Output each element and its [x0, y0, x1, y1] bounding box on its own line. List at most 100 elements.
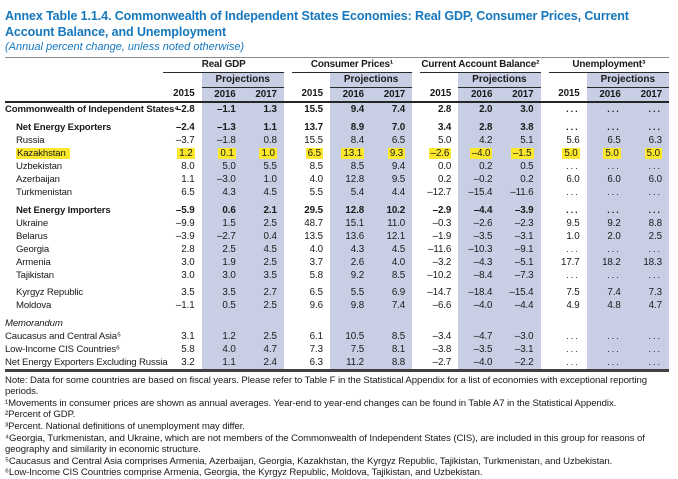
value-cell: 9.6: [309, 299, 323, 311]
spacer-cell: [586, 198, 628, 204]
gap-cell: [412, 146, 421, 160]
row-label: Low-Income CIS Countries⁶: [5, 343, 120, 355]
value-cell: –4.0: [458, 146, 500, 160]
value-cell: 15.1: [329, 216, 372, 230]
gap-cell: [540, 72, 549, 88]
value-cell: 7.3: [309, 343, 323, 355]
row-label: Caucasus and Central Asia⁵: [5, 330, 121, 342]
value-cell: –4.7: [458, 329, 500, 343]
gap-cell: [283, 268, 292, 282]
row-label: Azerbaijan: [16, 173, 60, 185]
value-cell: ...: [586, 355, 628, 371]
value-cell: 1.1: [201, 355, 243, 371]
gap-cell: [283, 133, 292, 147]
value-cell: 3.0: [181, 256, 195, 268]
value-cell: 8.9: [329, 120, 372, 134]
value-cell: –3.1: [499, 229, 541, 243]
value-cell: 6.5: [181, 186, 195, 198]
value-cell: –4.3: [458, 255, 500, 269]
highlight: 6.5: [305, 147, 323, 159]
value-cell: ...: [566, 269, 580, 280]
value-cell: [163, 317, 201, 330]
value-cell: 4.0: [371, 255, 413, 269]
value-cell: [549, 317, 587, 330]
spacer-cell: [458, 311, 500, 317]
value-cell: 2.5: [627, 229, 669, 243]
gap-cell: [412, 229, 421, 243]
spacer-cell: [283, 198, 292, 204]
gap-cell: [412, 268, 421, 282]
value-cell: ...: [627, 101, 669, 116]
value-cell: 4.5: [371, 242, 413, 256]
table-row: Moldova –1.1 0.5 2.5 9.6 9.8 7.4 –6.6 –4.0 –4.4 4.…: [5, 298, 669, 312]
value-cell: 6.0: [566, 173, 580, 185]
value-cell: –3.1: [499, 342, 541, 356]
value-cell: 6.3: [309, 356, 323, 368]
value-cell: ...: [586, 203, 628, 217]
value-cell: [371, 316, 413, 330]
value-cell: 5.1: [499, 133, 541, 147]
value-cell: ...: [586, 242, 628, 256]
value-cell: 5.4: [329, 185, 372, 199]
gap-cell: [540, 146, 549, 160]
value-cell: –15.4: [458, 185, 500, 199]
value-cell: [627, 316, 669, 330]
spacer-cell: [586, 311, 628, 317]
value-cell: –15.4: [499, 285, 541, 299]
value-cell: 1.2: [163, 147, 201, 160]
value-cell: [242, 316, 284, 330]
value-cell: 9.5: [371, 172, 413, 186]
value-cell: 5.0: [549, 147, 587, 160]
value-cell: –4.0: [458, 355, 500, 371]
gap-cell: [412, 242, 421, 256]
value-cell: 5.0: [437, 134, 452, 146]
value-cell: ...: [586, 342, 628, 356]
footnote-2: ²Percent of GDP.: [5, 409, 76, 421]
value-cell: –2.7: [201, 229, 243, 243]
value-cell: 9.3: [371, 146, 413, 160]
table-row: Tajikistan 3.0 3.0 3.5 5.8 9.2 8.5 –10.2 –8.4 –7.…: [5, 268, 669, 282]
gap-cell: [540, 242, 549, 256]
spacer-cell: [371, 311, 413, 317]
blank-cell: [420, 72, 458, 87]
row-label: Turkmenistan: [16, 186, 72, 198]
value-cell: 29.5: [304, 204, 323, 216]
value-cell: ...: [586, 268, 628, 282]
value-cell: –4.4: [458, 203, 500, 217]
row-label: Commonwealth of Independent States⁴: [5, 103, 179, 115]
gap-cell: [412, 120, 421, 134]
value-cell: 10.5: [329, 329, 372, 343]
gap-cell: [540, 203, 549, 217]
value-cell: 2.8: [181, 243, 195, 255]
value-cell: 6.5: [292, 147, 330, 160]
highlight: 13.1: [341, 147, 365, 159]
spacer-cell: [627, 311, 669, 317]
value-cell: 4.0: [201, 342, 243, 356]
spacer-cell: [412, 281, 421, 286]
spacer-row: [5, 281, 669, 286]
value-cell: 0.4: [242, 229, 284, 243]
value-cell: 6.3: [627, 133, 669, 147]
value-cell: 4.5: [242, 242, 284, 256]
table-row: Georgia 2.8 2.5 4.5 4.0 4.3 4.5 –11.6 –10.3 –9.1.…: [5, 242, 669, 256]
spacer-cell: [371, 198, 413, 204]
value-cell: 13.1: [329, 146, 372, 160]
value-cell: ...: [566, 243, 580, 254]
value-cell: 1.0: [242, 146, 284, 160]
gap-cell: [540, 133, 549, 147]
value-cell: –3.5: [458, 342, 500, 356]
gap-cell: [540, 101, 549, 116]
value-cell: 3.4: [437, 121, 452, 133]
value-cell: 4.5: [242, 185, 284, 199]
value-cell: ...: [586, 101, 628, 116]
value-cell: –9.9: [175, 217, 195, 229]
gap-cell: [283, 298, 292, 312]
value-cell: 0.0: [437, 160, 452, 172]
value-cell: 4.3: [201, 185, 243, 199]
value-cell: [292, 317, 330, 330]
value-cell: 5.8: [181, 343, 195, 355]
value-cell: [329, 316, 372, 330]
value-cell: 15.5: [304, 103, 323, 115]
spacer-cell: [540, 281, 549, 286]
